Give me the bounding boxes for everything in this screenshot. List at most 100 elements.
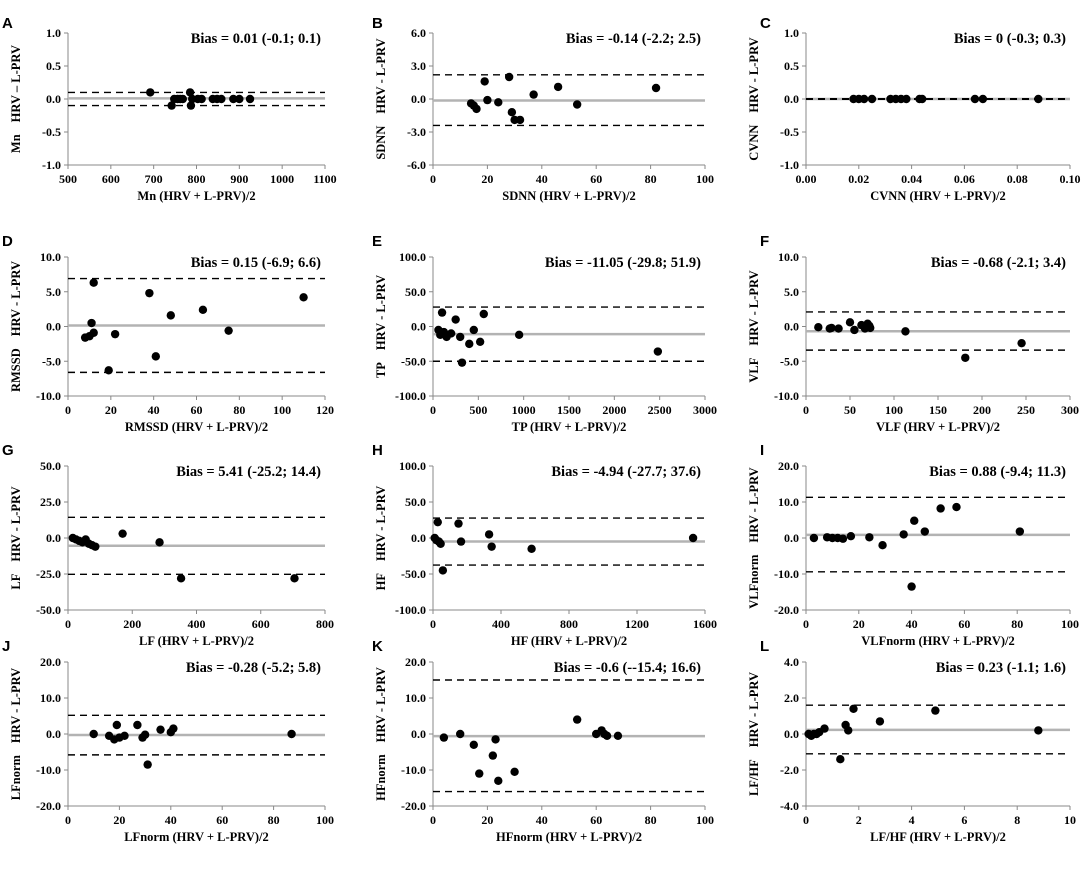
x-axis-title: LFnorm (HRV + L-PRV)/2 xyxy=(124,830,269,844)
bias-label: Bias = -11.05 (-29.8; 51.9) xyxy=(545,255,701,271)
y-axis-short: HF xyxy=(374,573,388,591)
data-point xyxy=(475,769,484,778)
y-tick-label: -5.0 xyxy=(780,354,799,368)
x-tick-label: 800 xyxy=(188,172,206,186)
panel-letter: E xyxy=(372,233,382,250)
data-point xyxy=(838,534,848,543)
data-point xyxy=(198,305,208,315)
y-tick-label: 50.0 xyxy=(40,459,61,473)
bias-label: Bias = 0.23 (-1.1; 1.6) xyxy=(936,660,1066,676)
y-tick-label: 50.0 xyxy=(405,495,426,509)
data-point xyxy=(899,530,908,539)
data-point xyxy=(465,339,474,349)
y-tick-label: 10.0 xyxy=(40,250,61,264)
y-tick-label: 1.0 xyxy=(784,26,799,40)
data-point xyxy=(91,542,100,551)
x-tick-label: 0 xyxy=(430,813,436,827)
x-tick-label: 20 xyxy=(853,617,865,631)
data-point xyxy=(176,574,186,583)
y-axis-title: VLF HRV - L-PRV xyxy=(747,270,761,382)
data-point xyxy=(931,706,940,715)
data-point xyxy=(510,767,519,776)
panel-letter: G xyxy=(2,442,14,459)
data-point xyxy=(133,720,142,730)
data-point xyxy=(875,717,885,726)
data-point xyxy=(1017,338,1026,348)
y-axis-title: RMSSD HRV - L-PRV xyxy=(9,261,23,392)
y-axis-title: HF HRV - L-PRV xyxy=(374,486,388,591)
data-point xyxy=(602,731,612,740)
panel-d: D Bias = 0.15 (-6.9; 6.6) 10.0 5.0 0.0 -5.0 -1… xyxy=(2,233,334,434)
bias-label: Bias = 0.88 (-9.4; 11.3) xyxy=(929,464,1066,480)
x-tick-label: 500 xyxy=(469,403,487,417)
data-point xyxy=(433,517,442,527)
data-point xyxy=(178,94,187,104)
x-tick-label: 80 xyxy=(268,813,280,827)
y-tick-label: -6.0 xyxy=(407,158,426,172)
y-tick-label: 20.0 xyxy=(778,459,799,473)
y-tick-label: 5.0 xyxy=(784,285,799,299)
data-point xyxy=(1034,726,1043,735)
y-tick-label: 2.0 xyxy=(784,691,799,705)
data-point xyxy=(850,325,859,335)
y-tick-label: 6.0 xyxy=(411,26,426,40)
bias-label: Bias = -4.94 (-27.7; 37.6) xyxy=(551,464,701,480)
x-tick-label: 100 xyxy=(885,403,903,417)
data-point xyxy=(217,94,226,104)
data-point xyxy=(572,715,582,724)
x-tick-label: 80 xyxy=(645,813,657,827)
x-tick-label: 100 xyxy=(273,403,291,417)
data-point xyxy=(1034,94,1043,104)
y-tick-label: -3.0 xyxy=(407,125,426,139)
x-axis-title: LF (HRV + L-PRV)/2 xyxy=(139,634,254,648)
x-axis-title: TP (HRV + L-PRV)/2 xyxy=(512,420,627,434)
y-axis-diff: HRV - L-PRV xyxy=(747,37,761,112)
data-point xyxy=(814,322,823,332)
y-tick-label: 10.0 xyxy=(405,691,426,705)
x-tick-label: 40 xyxy=(536,172,548,186)
data-point xyxy=(820,724,829,733)
data-point xyxy=(952,502,961,512)
y-axis-diff: HRV - L-PRV xyxy=(747,270,761,345)
y-tick-label: 3.0 xyxy=(411,59,426,73)
data-point xyxy=(87,318,96,328)
panel-h: H Bias = -4.94 (-27.7; 37.6) 100.0 50.0 0.0 -… xyxy=(372,442,717,648)
data-point xyxy=(487,542,496,551)
y-tick-label: -20.0 xyxy=(401,799,426,813)
y-axis-diff: HRV - L-PRV xyxy=(9,261,23,336)
data-point xyxy=(456,537,466,546)
x-tick-label: 10 xyxy=(1064,813,1076,827)
y-axis-short: RMSSD xyxy=(9,348,23,392)
y-axis-short: HFnorm xyxy=(374,754,388,801)
data-point xyxy=(613,731,623,740)
y-tick-label: 20.0 xyxy=(405,655,426,669)
bias-label: Bias = -0.68 (-2.1; 3.4) xyxy=(931,255,1066,271)
y-tick-label: 10.0 xyxy=(40,691,61,705)
x-tick-label: 60 xyxy=(958,617,970,631)
x-tick-label: 0.06 xyxy=(954,172,975,186)
y-tick-label: -50.0 xyxy=(401,354,426,368)
x-tick-label: 400 xyxy=(492,617,510,631)
data-point xyxy=(867,94,877,104)
data-point xyxy=(290,574,299,583)
y-tick-label: -10.0 xyxy=(401,763,426,777)
y-tick-label: 0.5 xyxy=(46,59,61,73)
panel-e: E Bias = -11.05 (-29.8; 51.9) 100.0 50.0 0.0… xyxy=(372,233,717,434)
data-point xyxy=(1015,527,1025,536)
x-tick-label: 0 xyxy=(430,617,436,631)
y-tick-label: 0.0 xyxy=(411,727,426,741)
bias-label: Bias = -0.14 (-2.2; 2.5) xyxy=(566,31,701,47)
x-tick-label: 3000 xyxy=(693,403,717,417)
y-axis-short: CVNN xyxy=(747,125,761,161)
y-tick-label: 100.0 xyxy=(399,250,426,264)
data-point xyxy=(846,532,856,541)
x-tick-label: 0.10 xyxy=(1060,172,1081,186)
data-point xyxy=(865,533,874,542)
data-point xyxy=(491,735,500,744)
x-axis-title: HF (HRV + L-PRV)/2 xyxy=(511,634,627,648)
data-point xyxy=(151,352,161,361)
panel-j: J Bias = -0.28 (-5.2; 5.8) 20.0 10.0 0.0 -10.… xyxy=(2,638,334,844)
y-axis-short: Mn xyxy=(9,134,23,153)
x-tick-label: 20 xyxy=(481,172,493,186)
x-tick-label: 300 xyxy=(1061,403,1079,417)
